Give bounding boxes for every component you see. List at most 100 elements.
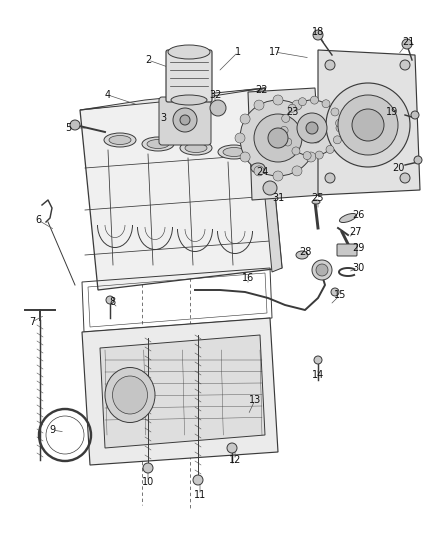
Circle shape xyxy=(414,156,422,164)
Text: 5: 5 xyxy=(65,123,71,133)
Text: 23: 23 xyxy=(286,107,298,117)
Circle shape xyxy=(180,115,190,125)
Circle shape xyxy=(331,108,339,116)
Circle shape xyxy=(338,95,398,155)
Circle shape xyxy=(70,120,80,130)
Text: 4: 4 xyxy=(105,90,111,100)
Circle shape xyxy=(313,30,323,40)
Circle shape xyxy=(336,124,344,132)
Text: 21: 21 xyxy=(402,37,414,47)
Circle shape xyxy=(284,100,340,156)
Circle shape xyxy=(352,109,384,141)
Ellipse shape xyxy=(312,200,320,204)
Circle shape xyxy=(311,96,318,104)
Text: 8: 8 xyxy=(109,297,115,307)
Polygon shape xyxy=(255,88,282,272)
Ellipse shape xyxy=(104,133,136,147)
Text: 16: 16 xyxy=(242,273,254,283)
Circle shape xyxy=(312,260,332,280)
Polygon shape xyxy=(80,88,265,110)
Circle shape xyxy=(297,113,327,143)
Ellipse shape xyxy=(251,163,265,173)
FancyBboxPatch shape xyxy=(337,244,357,256)
Circle shape xyxy=(280,126,288,134)
Circle shape xyxy=(326,146,334,154)
Text: 11: 11 xyxy=(194,490,206,500)
Text: 14: 14 xyxy=(312,370,324,380)
Text: 15: 15 xyxy=(334,290,346,300)
Text: 28: 28 xyxy=(299,247,311,257)
Ellipse shape xyxy=(171,95,207,105)
Circle shape xyxy=(314,356,322,364)
Circle shape xyxy=(254,100,264,110)
Circle shape xyxy=(292,100,302,110)
Ellipse shape xyxy=(113,376,148,414)
Circle shape xyxy=(284,138,292,146)
Ellipse shape xyxy=(142,137,174,151)
Polygon shape xyxy=(80,88,282,290)
Text: 13: 13 xyxy=(249,395,261,405)
Text: 20: 20 xyxy=(392,163,404,173)
Circle shape xyxy=(273,171,283,181)
Circle shape xyxy=(292,147,300,155)
Circle shape xyxy=(193,475,203,485)
Ellipse shape xyxy=(185,143,207,152)
Text: 1: 1 xyxy=(235,47,241,57)
Circle shape xyxy=(254,114,302,162)
Text: 24: 24 xyxy=(256,167,268,177)
Polygon shape xyxy=(82,318,278,465)
Circle shape xyxy=(306,152,316,162)
Circle shape xyxy=(210,100,226,116)
Circle shape xyxy=(303,151,311,159)
FancyBboxPatch shape xyxy=(159,97,211,145)
Ellipse shape xyxy=(168,45,210,59)
Circle shape xyxy=(288,104,296,112)
Circle shape xyxy=(333,136,341,144)
Circle shape xyxy=(322,100,330,108)
Circle shape xyxy=(268,128,288,148)
Circle shape xyxy=(240,100,316,176)
Circle shape xyxy=(263,181,277,195)
Circle shape xyxy=(311,133,321,143)
Circle shape xyxy=(402,39,412,49)
Text: 18: 18 xyxy=(312,27,324,37)
Text: 19: 19 xyxy=(386,107,398,117)
Text: 3: 3 xyxy=(160,113,166,123)
Circle shape xyxy=(254,166,264,176)
Text: 7: 7 xyxy=(29,317,35,327)
Circle shape xyxy=(292,166,302,176)
Circle shape xyxy=(298,98,307,106)
Text: 27: 27 xyxy=(349,227,361,237)
Circle shape xyxy=(240,152,250,162)
Text: 17: 17 xyxy=(269,47,281,57)
Ellipse shape xyxy=(180,141,212,155)
Ellipse shape xyxy=(339,214,357,222)
Ellipse shape xyxy=(109,135,131,144)
Text: 22: 22 xyxy=(256,85,268,95)
Polygon shape xyxy=(248,88,322,200)
Circle shape xyxy=(316,264,328,276)
Circle shape xyxy=(106,296,114,304)
Circle shape xyxy=(235,133,245,143)
Circle shape xyxy=(331,288,339,296)
Ellipse shape xyxy=(296,251,308,259)
Circle shape xyxy=(143,463,153,473)
Polygon shape xyxy=(318,50,420,195)
Text: 26: 26 xyxy=(352,210,364,220)
Text: 29: 29 xyxy=(352,243,364,253)
Circle shape xyxy=(326,83,410,167)
Circle shape xyxy=(411,111,419,119)
Circle shape xyxy=(282,115,290,123)
Circle shape xyxy=(173,108,197,132)
Text: 32: 32 xyxy=(209,90,221,100)
Text: 6: 6 xyxy=(35,215,41,225)
Text: 10: 10 xyxy=(142,477,154,487)
Ellipse shape xyxy=(147,140,169,149)
Text: 31: 31 xyxy=(272,193,284,203)
Circle shape xyxy=(325,60,335,70)
Text: 30: 30 xyxy=(352,263,364,273)
Polygon shape xyxy=(100,335,265,448)
Circle shape xyxy=(306,114,316,124)
Circle shape xyxy=(325,173,335,183)
Text: 2: 2 xyxy=(145,55,151,65)
